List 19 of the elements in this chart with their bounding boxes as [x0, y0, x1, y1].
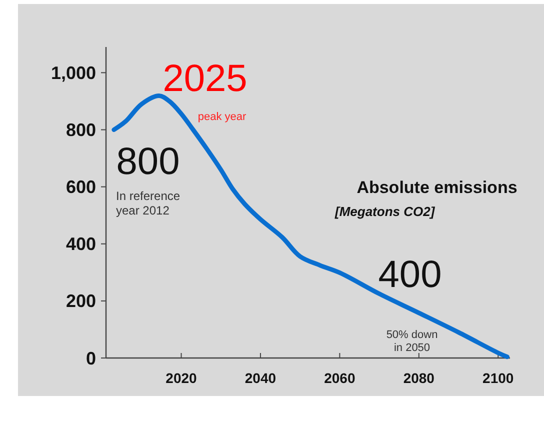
x-tick-label: 2100 — [482, 370, 514, 386]
text: [Megatons CO2] — [334, 204, 436, 219]
y-tick-label: 0 — [86, 348, 96, 368]
x-tick-label: 2060 — [324, 370, 356, 386]
y-tick-label: 800 — [66, 120, 96, 140]
y-tick-label: 400 — [66, 234, 96, 254]
y-tick-label: 600 — [66, 177, 96, 198]
annotation: In reference year 2012 — [116, 189, 180, 218]
y-tick-label: 1,000 — [50, 62, 96, 83]
y-tick-label: 200 — [66, 291, 96, 312]
annotation: 2025 — [162, 58, 248, 100]
annotation: 50% down in 2050 — [386, 329, 438, 354]
x-tick-label: 2080 — [403, 370, 435, 386]
x-tick-label: 2040 — [244, 370, 276, 386]
annotation: 800 — [116, 141, 180, 183]
text: Absolute emissions — [356, 178, 518, 197]
annotation: peak year — [198, 111, 246, 123]
x-tick-label: 2020 — [166, 370, 198, 386]
annotation: 400 — [378, 254, 442, 296]
